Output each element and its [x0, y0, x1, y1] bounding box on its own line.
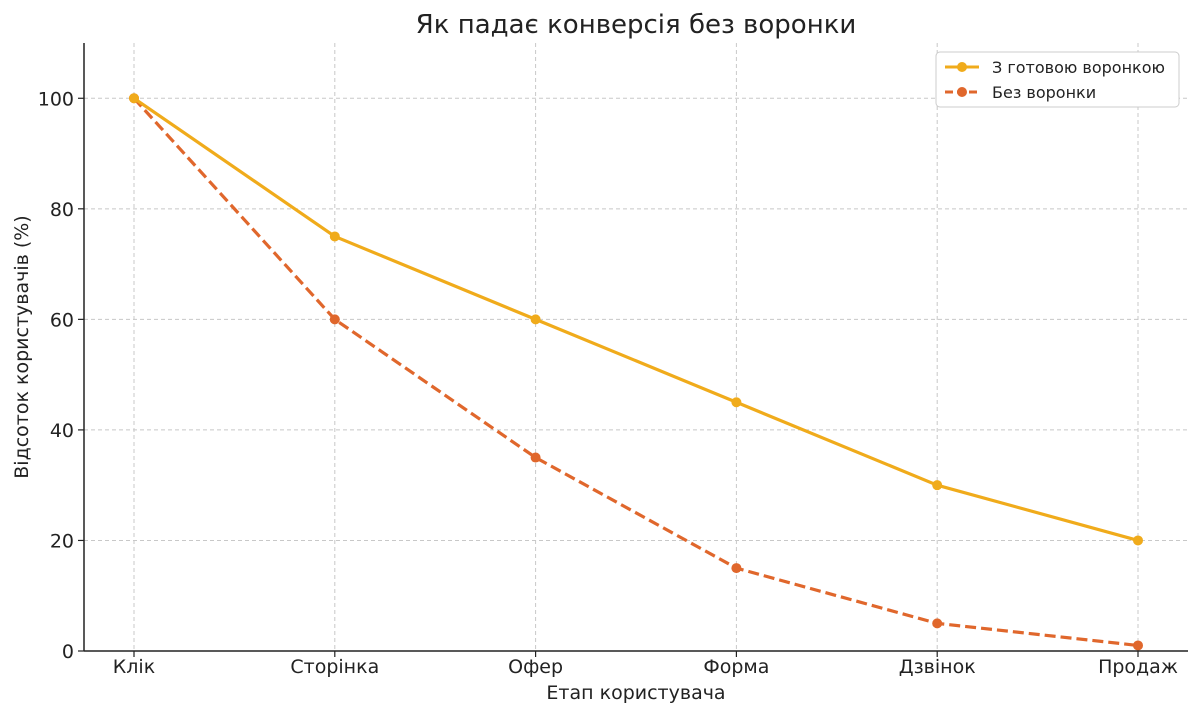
x-tick-label: Форма [703, 656, 769, 678]
legend-items: З готовою воронкою Без воронки [945, 58, 1165, 102]
series-layer [129, 93, 1143, 651]
x-tick-label: Дзвінок [899, 656, 976, 678]
data-point [731, 563, 742, 574]
data-point [932, 480, 943, 491]
y-tick-label: 80 [50, 199, 74, 221]
legend: З готовою воронкою Без воронки [935, 51, 1180, 108]
y-axis-label: Відсоток користувачів (%) [11, 215, 33, 478]
data-point [129, 93, 139, 104]
chart-title: Як падає конверсія без воронки [416, 10, 857, 40]
legend-label: З готовою воронкою [992, 58, 1165, 77]
data-point [1133, 535, 1143, 546]
legend-marker [957, 87, 967, 97]
data-point [932, 618, 943, 629]
series-2 [129, 93, 1143, 651]
data-point [329, 231, 340, 242]
y-tick-label: 100 [38, 88, 74, 110]
series-1 [129, 93, 1143, 546]
grid-lines [84, 43, 1188, 652]
data-point [1133, 640, 1143, 651]
x-tick-label: Офер [508, 656, 563, 678]
data-point [530, 314, 541, 325]
data-point [329, 314, 340, 325]
y-tick-label: 60 [50, 309, 74, 331]
legend-item: Без воронки [945, 83, 1096, 102]
x-axis-ticks: Клік Сторінка Офер Форма Дзвінок Продаж [113, 651, 1178, 678]
series-line [132, 97, 1139, 648]
legend-box [935, 51, 1180, 108]
y-tick-label: 0 [62, 641, 74, 663]
y-tick-label: 20 [50, 530, 74, 552]
legend-marker [957, 62, 967, 72]
x-tick-label: Продаж [1098, 656, 1178, 678]
x-tick-label: Клік [113, 656, 155, 678]
data-point [530, 452, 541, 463]
data-point [731, 397, 742, 408]
legend-item: З готовою воронкою [945, 58, 1165, 77]
legend-label: Без воронки [992, 83, 1096, 102]
x-tick-label: Сторінка [290, 656, 379, 678]
y-tick-label: 40 [50, 420, 74, 442]
series-line [133, 96, 1139, 542]
x-axis-label: Етап користувача [546, 682, 725, 704]
y-axis-ticks: 0 20 40 60 80 100 [38, 88, 84, 663]
